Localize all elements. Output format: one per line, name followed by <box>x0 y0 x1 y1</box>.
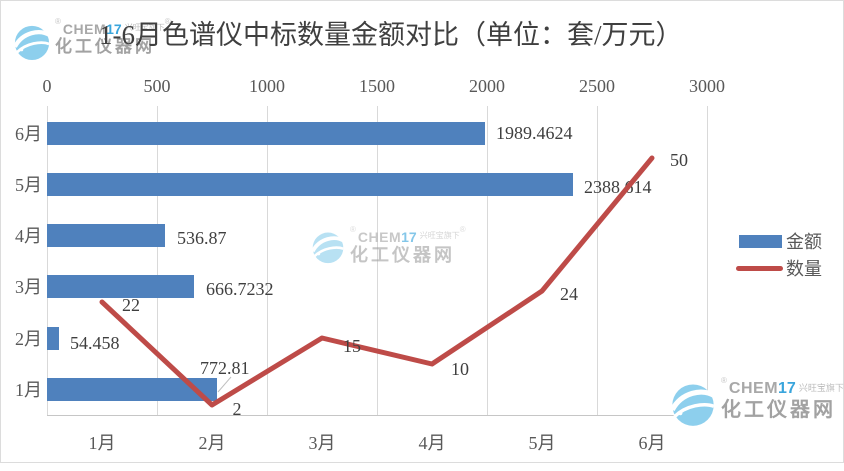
logo-reg-mark: ® <box>721 376 727 385</box>
category-label-mar: 3月 <box>15 277 42 297</box>
line-value-may: 24 <box>560 284 578 304</box>
logo-brand-17: 17 <box>106 21 122 37</box>
month-label-may: 5月 <box>528 433 556 453</box>
month-label-jan: 1月 <box>88 433 116 453</box>
bottom-axis-line <box>47 415 708 416</box>
category-label-jun: 6月 <box>15 124 42 144</box>
line-value-jan: 22 <box>122 295 140 315</box>
category-label-apr: 4月 <box>15 226 42 246</box>
line-value-feb: 2 <box>232 399 242 419</box>
logo-site-name: 化工仪器网 <box>350 245 455 265</box>
chem17-globe-icon <box>311 232 346 264</box>
logo-brand-chem: CHEM <box>728 380 779 397</box>
month-label-mar: 3月 <box>308 433 336 453</box>
logo-brand-chem: CHEM <box>62 21 107 37</box>
logo-site-name: 化工仪器网 <box>55 37 155 56</box>
bar-may <box>47 173 573 196</box>
logo-brand-chem: CHEM <box>357 229 402 245</box>
legend-amount-label: 金额 <box>786 232 822 252</box>
logo-tagline: 兴旺宝旗下 <box>124 23 165 32</box>
bar-apr <box>47 224 165 247</box>
month-label-feb: 2月 <box>198 433 226 453</box>
line-value-mar: 15 <box>343 336 361 356</box>
logo-reg-mark: ® <box>164 17 171 26</box>
legend-quantity-swatch <box>736 266 783 271</box>
legend-quantity-label: 数量 <box>786 259 822 279</box>
top-tick-label: 2000 <box>469 76 505 96</box>
gridline-1000 <box>267 106 268 415</box>
line-value-jun: 50 <box>670 150 688 170</box>
top-tick-label: 0 <box>42 76 52 96</box>
gridline-2500 <box>597 106 598 415</box>
category-label-jan: 1月 <box>15 380 42 400</box>
bar-value-feb: 54.458 <box>70 333 120 353</box>
gridline-0 <box>47 106 48 415</box>
bar-value-may: 2388.614 <box>584 177 652 197</box>
logo-tagline: 兴旺宝旗下 <box>419 231 460 240</box>
bar-value-jan: 772.81 <box>200 358 250 378</box>
top-tick-label: 2500 <box>579 76 615 96</box>
gridline-500 <box>157 106 158 415</box>
gridline-3000 <box>707 106 708 415</box>
bar-jun <box>47 122 485 145</box>
logo-brand-17: 17 <box>778 380 796 397</box>
top-tick-label: 1500 <box>359 76 395 96</box>
logo-site-name: 化工仪器网 <box>721 399 836 421</box>
bar-feb <box>47 327 59 350</box>
logo-brand-17: 17 <box>401 229 417 245</box>
bar-value-apr: 536.87 <box>177 228 227 248</box>
logo-reg-mark: ® <box>55 17 61 26</box>
chem17-globe-icon <box>13 25 51 61</box>
bar-jan <box>47 378 217 401</box>
watermark-logo-center: ® CHEM 17 兴旺宝旗下 ® 化工仪器网 <box>310 226 468 266</box>
category-label-feb: 2月 <box>15 329 42 349</box>
top-tick-label: 500 <box>143 76 171 96</box>
watermark-logo-top-left: ® CHEM 17 兴旺宝旗下 ® 化工仪器网 <box>13 18 173 62</box>
chart-title: 1-6月色谱仪中标数量金额对比（单位：套/万元） <box>99 20 683 50</box>
top-tick-label: 1000 <box>249 76 285 96</box>
bar-value-mar: 666.7232 <box>206 279 274 299</box>
legend-amount-swatch <box>739 235 782 248</box>
logo-reg-mark: ® <box>459 225 466 234</box>
logo-reg-mark: ® <box>350 225 356 234</box>
logo-tagline: 兴旺宝旗下 <box>798 383 844 393</box>
month-label-apr: 4月 <box>418 433 446 453</box>
category-label-may: 5月 <box>15 175 42 195</box>
chem17-globe-icon <box>670 384 717 426</box>
month-label-jun: 6月 <box>638 433 666 453</box>
line-value-apr: 10 <box>451 359 469 379</box>
bar-value-jun: 1989.4624 <box>496 123 573 143</box>
top-tick-label: 3000 <box>689 76 725 96</box>
